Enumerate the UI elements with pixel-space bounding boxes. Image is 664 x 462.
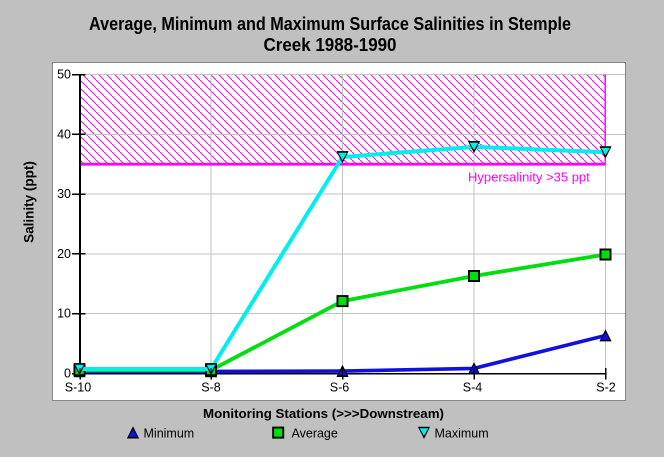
svg-text:S-8: S-8 [201, 381, 221, 395]
svg-text:Minimum: Minimum [144, 427, 195, 441]
svg-text:Hypersalinity >35 ppt: Hypersalinity >35 ppt [468, 170, 590, 185]
svg-text:S-2: S-2 [596, 381, 616, 395]
svg-text:Creek 1988-1990: Creek 1988-1990 [264, 35, 397, 55]
svg-text:40: 40 [57, 127, 71, 141]
svg-text:10: 10 [57, 307, 71, 321]
svg-text:Average, Minimum and Maximum S: Average, Minimum and Maximum Surface Sal… [89, 14, 571, 34]
svg-text:0: 0 [64, 367, 71, 381]
svg-text:50: 50 [57, 68, 71, 82]
svg-text:Salinity (ppt): Salinity (ppt) [22, 161, 37, 243]
svg-text:Average: Average [292, 427, 338, 441]
svg-text:S-6: S-6 [330, 381, 350, 395]
svg-text:Maximum: Maximum [435, 427, 489, 441]
svg-text:S-4: S-4 [463, 381, 483, 395]
svg-text:20: 20 [57, 247, 71, 261]
svg-text:Monitoring Stations (>>>Downst: Monitoring Stations (>>>Downstream) [203, 406, 444, 421]
svg-text:30: 30 [57, 187, 71, 201]
svg-text:S-10: S-10 [65, 381, 91, 395]
